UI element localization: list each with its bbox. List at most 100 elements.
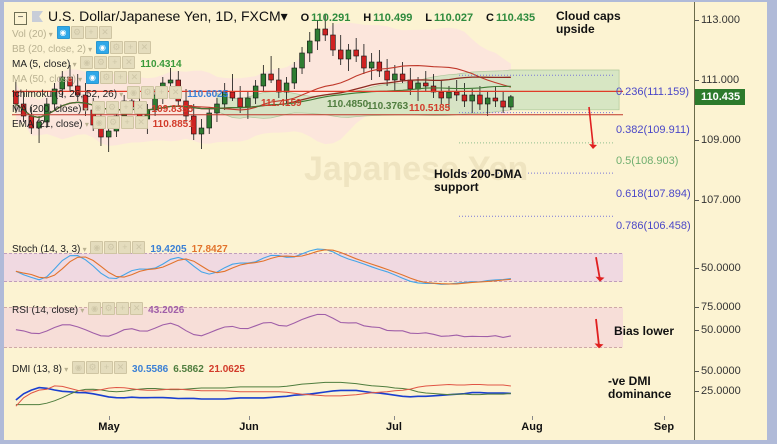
gear-icon[interactable]: ⚙ [102, 302, 116, 315]
indicator-value: 110.4314 [140, 59, 182, 70]
plus-icon[interactable]: + [108, 56, 122, 69]
gear-icon[interactable]: ⚙ [94, 56, 108, 69]
legend-bb-1[interactable]: BB (20, close, 2) ▾ ◉ ⚙ + ✕ [12, 41, 151, 55]
indicator-name[interactable]: EMA (21, close) [12, 119, 83, 130]
indicator-value: 109.8355 [151, 104, 194, 115]
ohlc-low: L 110.027 [425, 12, 474, 24]
fib-label: 0.786(106.458) [616, 220, 691, 232]
gear-icon[interactable]: ⚙ [99, 71, 113, 84]
legend-ichimoku-4[interactable]: Ichimoku (9, 26, 52, 26) ▾ ◉ ⚙ + ✕ 110.6025 [12, 86, 228, 100]
chevron-down-icon[interactable]: ▾ [82, 120, 89, 129]
plus-icon[interactable]: + [118, 241, 132, 254]
gear-icon[interactable]: ⚙ [141, 86, 155, 99]
plus-icon[interactable]: + [119, 101, 133, 114]
indicator-name[interactable]: Ichimoku (9, 26, 52, 26) [12, 89, 118, 100]
plus-icon[interactable]: + [84, 26, 98, 39]
plus-icon[interactable]: + [116, 302, 130, 315]
chevron-down-icon[interactable]: ▾ [280, 8, 288, 24]
cross-icon[interactable]: ✕ [98, 26, 112, 39]
eye-icon[interactable]: ◉ [127, 86, 141, 99]
chevron-down-icon[interactable]: ▾ [70, 60, 77, 69]
eye-icon[interactable]: ◉ [90, 241, 104, 254]
eye-icon[interactable]: ◉ [95, 41, 109, 54]
chevron-down-icon[interactable]: ▾ [46, 30, 53, 39]
stoch-pane[interactable]: Stoch (14, 3, 3) ▾ ◉ ⚙ + ✕ 19.4205 17.8427 50… [4, 236, 767, 298]
ohlc-high: H 110.499 [363, 12, 413, 24]
eye-icon[interactable]: ◉ [56, 26, 70, 39]
collapse-icon[interactable]: − [14, 12, 27, 25]
cross-icon[interactable]: ✕ [114, 361, 128, 374]
chevron-down-icon[interactable]: ▾ [78, 306, 85, 315]
indicator-name[interactable]: MA (200, close) [12, 104, 82, 115]
legend-ma-5[interactable]: MA (200, close) ▾ ◉ ⚙ + ✕ 109.8355 [12, 101, 193, 115]
gear-icon[interactable]: ⚙ [109, 41, 123, 54]
indicator-value: 30.5586 [132, 364, 169, 375]
symbol-title[interactable]: U.S. Dollar/Japanese Yen, 1D, FXCM [48, 8, 281, 24]
cross-icon[interactable]: ✕ [133, 101, 147, 114]
price-tick: 111.000 [694, 74, 740, 86]
price-tick: 113.000 [695, 14, 740, 26]
fib-label: 0.382(109.911) [616, 124, 690, 136]
indicator-name[interactable]: DMI (13, 8) [12, 364, 63, 375]
chevron-down-icon[interactable]: ▾ [80, 245, 87, 254]
price-tick: 109.000 [695, 134, 741, 146]
legend-vol-0[interactable]: Vol (20) ▾ ◉ ⚙ + ✕ [12, 26, 112, 40]
plus-icon[interactable]: + [123, 41, 137, 54]
indicator-name[interactable]: RSI (14, close) [12, 305, 79, 316]
legend-ma-3[interactable]: MA (50, close) ▾ ◉ ⚙ + ✕ [12, 71, 141, 85]
gear-icon[interactable]: ⚙ [106, 116, 120, 129]
chevron-down-icon[interactable]: ▾ [85, 45, 93, 54]
time-axis[interactable]: May Jun Jul Aug Sep [4, 416, 767, 440]
axis-tick: 50.0000 [695, 323, 741, 336]
cross-icon[interactable]: ✕ [127, 71, 141, 84]
cross-icon[interactable]: ✕ [169, 86, 183, 99]
cross-icon[interactable]: ✕ [132, 241, 146, 254]
time-tick [109, 416, 110, 420]
rsi-pane[interactable]: RSI (14, close) ▾ ◉ ⚙ + ✕ 43.2026 75.0000 50.… [4, 297, 767, 357]
chart-header: − U.S. Dollar/Japanese Yen, 1D, FXCM▾ O 11… [14, 8, 535, 25]
dmi-legend: DMI (13, 8) ▾ ◉ ⚙ + ✕ 30.5586 6.5862 21.0625 [12, 361, 245, 375]
eye-icon[interactable]: ◉ [80, 56, 94, 69]
eye-icon[interactable]: ◉ [91, 101, 105, 114]
legend-ema-6[interactable]: EMA (21, close) ▾ ◉ ⚙ + ✕ 110.8851 [12, 116, 194, 130]
cross-icon[interactable]: ✕ [122, 56, 136, 69]
price-axis[interactable]: 113.000 111.000 109.000 107.000 110.435 [694, 2, 767, 236]
gear-icon[interactable]: ⚙ [105, 101, 119, 114]
eye-icon[interactable]: ◉ [92, 116, 106, 129]
eye-icon[interactable]: ◉ [85, 71, 99, 84]
eye-icon[interactable]: ◉ [88, 302, 102, 315]
indicator-value: 110.6025 [187, 89, 229, 100]
time-label: Sep [653, 421, 675, 433]
indicator-name[interactable]: Stoch (14, 3, 3) [12, 244, 81, 255]
cross-icon[interactable]: ✕ [137, 41, 151, 54]
time-label: Jul [386, 421, 402, 433]
chevron-down-icon[interactable]: ▾ [75, 75, 83, 84]
price-plot [4, 2, 767, 236]
price-tick: 107.000 [695, 194, 741, 206]
dmi-pane[interactable]: DMI (13, 8) ▾ ◉ ⚙ + ✕ 30.5586 6.5862 21.0625 5… [4, 356, 767, 417]
indicator-name[interactable]: Vol (20) [12, 29, 47, 40]
time-tick [249, 416, 250, 420]
chevron-down-icon[interactable]: ▾ [81, 105, 88, 114]
gear-icon[interactable]: ⚙ [70, 26, 84, 39]
gear-icon[interactable]: ⚙ [86, 361, 100, 374]
eye-icon[interactable]: ◉ [72, 361, 86, 374]
indicator-name[interactable]: BB (20, close, 2) [12, 44, 86, 55]
plus-icon[interactable]: + [155, 86, 169, 99]
chevron-down-icon[interactable]: ▾ [117, 90, 124, 99]
plus-icon[interactable]: + [120, 116, 134, 129]
indicator-name[interactable]: MA (50, close) [12, 74, 76, 85]
chevron-down-icon[interactable]: ▾ [62, 365, 69, 374]
plus-icon[interactable]: + [113, 71, 127, 84]
legend-ma-2[interactable]: MA (5, close) ▾ ◉ ⚙ + ✕ 110.4314 [12, 56, 182, 70]
cross-icon[interactable]: ✕ [134, 116, 148, 129]
indicator-value: 43.2026 [148, 305, 185, 316]
plus-icon[interactable]: + [100, 361, 114, 374]
time-axis-divider [694, 416, 695, 440]
indicator-name[interactable]: MA (5, close) [12, 59, 71, 70]
price-pane[interactable]: Japanese Yen − U.S. Dollar/Japanese Yen, … [4, 2, 767, 237]
axis-tick: 75.0000 [695, 301, 741, 314]
cross-icon[interactable]: ✕ [130, 302, 144, 315]
gear-icon[interactable]: ⚙ [104, 241, 118, 254]
annotation: Bias lower [614, 324, 675, 338]
